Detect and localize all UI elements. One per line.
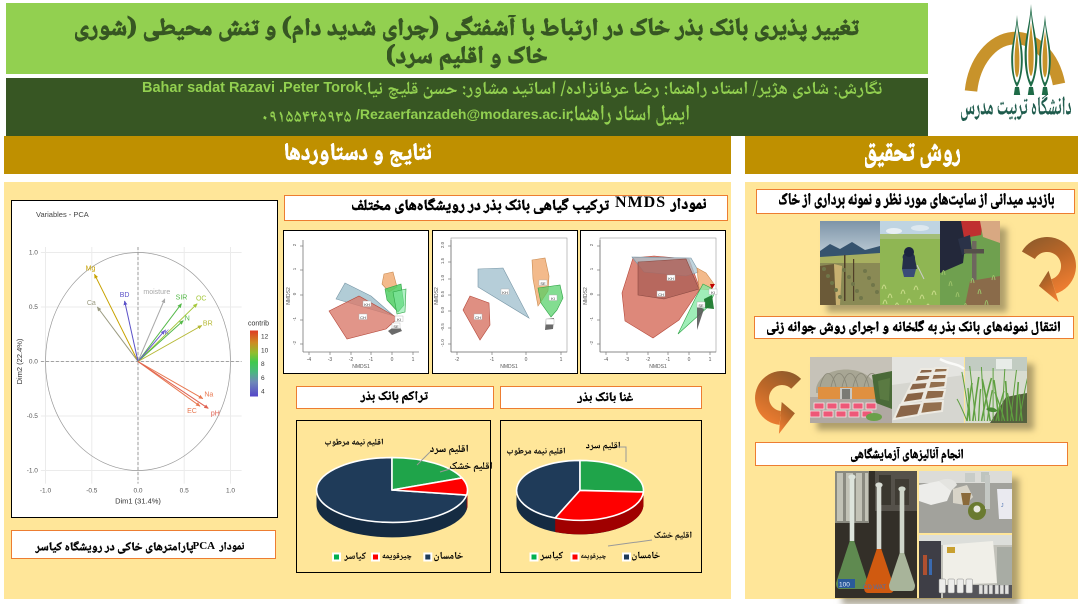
svg-text:4: 4 — [261, 388, 265, 395]
svg-text:EC: EC — [187, 408, 197, 415]
svg-text:-1: -1 — [490, 357, 495, 363]
svg-text:Na: Na — [204, 391, 213, 398]
svg-text:-2: -2 — [292, 340, 297, 344]
svg-text:-1: -1 — [368, 357, 373, 363]
svg-text:NMDS1: NMDS1 — [352, 364, 370, 370]
svg-text:Mg: Mg — [86, 265, 96, 272]
svg-text:10: 10 — [261, 347, 269, 354]
svg-text:0.0: 0.0 — [133, 487, 142, 494]
svg-text:NMDS2: NMDS2 — [286, 287, 292, 305]
svg-text:1: 1 — [560, 357, 563, 363]
svg-text:Variables - PCA: Variables - PCA — [36, 210, 89, 219]
svg-text:1: 1 — [292, 267, 297, 270]
svg-text:-1.0: -1.0 — [440, 338, 445, 346]
svg-text:BD: BD — [120, 292, 130, 299]
svg-text:1: 1 — [589, 267, 594, 270]
svg-text:BR: BR — [203, 320, 213, 327]
svg-text:6: 6 — [261, 374, 265, 381]
svg-text:-0.5: -0.5 — [27, 413, 39, 420]
svg-text:J: J — [1001, 503, 1004, 509]
svg-text:-3: -3 — [327, 357, 332, 363]
svg-text:-1: -1 — [292, 316, 297, 320]
svg-text:2: 2 — [292, 243, 297, 246]
svg-text:-1.0: -1.0 — [27, 467, 39, 474]
svg-text:0: 0 — [292, 292, 297, 295]
svg-text:-2: -2 — [589, 340, 594, 344]
svg-text:-4: -4 — [306, 357, 311, 363]
svg-text:-4: -4 — [603, 357, 608, 363]
svg-text:NMDS1: NMDS1 — [501, 364, 519, 370]
svg-text:12: 12 — [261, 333, 269, 340]
svg-text:0.5: 0.5 — [180, 487, 189, 494]
svg-text:0: 0 — [525, 357, 528, 363]
svg-text:-2: -2 — [348, 357, 353, 363]
svg-text:1.0: 1.0 — [440, 274, 445, 281]
svg-text:8: 8 — [261, 361, 265, 368]
svg-text:KI: KI — [397, 316, 401, 321]
svg-text:NMDS2: NMDS2 — [434, 287, 440, 305]
svg-text:1: 1 — [708, 357, 711, 363]
svg-text:1.0: 1.0 — [226, 487, 235, 494]
svg-text:CH: CH — [475, 314, 481, 319]
svg-text:N: N — [185, 315, 190, 322]
svg-text:1: 1 — [411, 357, 414, 363]
svg-text:SE: SE — [541, 280, 547, 285]
svg-text:CH: CH — [360, 314, 366, 319]
svg-text:-1: -1 — [589, 316, 594, 320]
svg-text:-1.0: -1.0 — [40, 487, 52, 494]
svg-text:0.0: 0.0 — [29, 358, 38, 365]
svg-text:Dim2 (22.4%): Dim2 (22.4%) — [15, 338, 24, 384]
svg-text:1.5: 1.5 — [440, 257, 445, 264]
svg-text:NMDS1: NMDS1 — [649, 364, 667, 370]
svg-text:2: 2 — [589, 243, 594, 246]
svg-text:-0.5: -0.5 — [86, 487, 98, 494]
svg-text:Dim1 (31.4%): Dim1 (31.4%) — [115, 496, 161, 505]
svg-text:KH: KH — [503, 289, 509, 294]
svg-text:-1: -1 — [665, 357, 670, 363]
svg-text:CD WAT: CD WAT — [863, 585, 886, 591]
svg-text:-0.5: -0.5 — [440, 322, 445, 330]
svg-text:KI: KI — [551, 295, 555, 300]
svg-text:SE: SE — [698, 302, 704, 307]
svg-text:Ca: Ca — [87, 300, 96, 307]
svg-text:KH: KH — [668, 275, 674, 280]
svg-text:NMDS2: NMDS2 — [583, 287, 589, 305]
svg-text:0.5: 0.5 — [29, 304, 38, 311]
svg-text:2.0: 2.0 — [440, 241, 445, 248]
svg-text:pH: pH — [211, 410, 220, 417]
svg-text:contrib: contrib — [248, 320, 269, 327]
svg-text:KI: KI — [711, 289, 715, 294]
svg-text:0.0: 0.0 — [440, 306, 445, 313]
svg-text:SIR: SIR — [176, 294, 188, 301]
svg-text:CH: CH — [658, 291, 664, 296]
svg-text:-3: -3 — [624, 357, 629, 363]
svg-text:0: 0 — [687, 357, 690, 363]
svg-text:100: 100 — [839, 581, 850, 588]
svg-text:moisture: moisture — [143, 288, 170, 295]
svg-text:-2: -2 — [455, 357, 460, 363]
svg-text:K: K — [164, 329, 169, 336]
svg-text:OC: OC — [196, 295, 207, 302]
svg-text:0.5: 0.5 — [440, 290, 445, 297]
svg-text:0: 0 — [589, 292, 594, 295]
svg-text:-2: -2 — [645, 357, 650, 363]
svg-text:0: 0 — [390, 357, 393, 363]
svg-text:SE: SE — [393, 323, 399, 328]
svg-text:1.0: 1.0 — [29, 249, 38, 256]
svg-text:KH: KH — [364, 301, 370, 306]
